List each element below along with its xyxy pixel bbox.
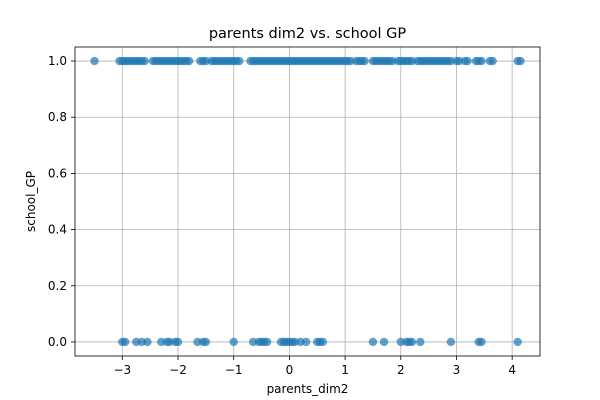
y-tick-label: 1.0 [48,54,67,68]
data-point [140,56,149,66]
data-point [173,337,183,347]
plot-frame [74,46,541,357]
x-tick-label: −2 [169,363,187,377]
x-tick-label: −1 [225,363,243,377]
chart-title: parents dim2 vs. school GP [209,26,407,42]
data-point [368,337,378,347]
data-points [90,56,525,347]
x-tick-label: 0 [286,363,294,377]
data-point [301,337,311,347]
grid-lines [75,47,540,356]
y-tick-label: 0.8 [48,110,67,124]
y-tick-label: 0.4 [48,223,67,237]
data-point [262,337,272,347]
y-tick-label: 0.6 [48,166,67,180]
x-axis-ticks: −3 −2 −1 0 1 2 3 4 [113,356,516,377]
data-point [446,337,456,347]
y-tick-label: 0.2 [48,279,67,293]
x-tick-label: −3 [113,363,131,377]
x-tick-label: 1 [341,363,349,377]
y-axis-ticks: 0.0 0.2 0.4 0.6 0.8 1.0 [48,54,75,349]
data-point [201,337,211,347]
data-point [318,337,328,347]
x-tick-label: 3 [453,363,461,377]
x-tick-label: 2 [397,363,405,377]
data-point [477,56,486,66]
y-tick-label: 0.0 [48,335,67,349]
y-axis-label: school_GP [24,171,38,232]
data-point [463,56,472,66]
x-tick-label: 4 [508,363,516,377]
data-point [513,337,522,347]
data-point [184,56,194,66]
data-point [90,56,99,66]
data-point [143,337,152,347]
data-point [488,56,497,66]
data-point [416,337,425,347]
data-point [407,337,417,347]
x-axis-label: parents_dim2 [267,382,349,396]
data-point [477,337,486,347]
data-point [360,56,369,66]
data-point [229,337,238,347]
data-point [120,337,130,347]
data-point [516,56,525,66]
data-point [235,56,244,66]
data-point [379,337,389,347]
